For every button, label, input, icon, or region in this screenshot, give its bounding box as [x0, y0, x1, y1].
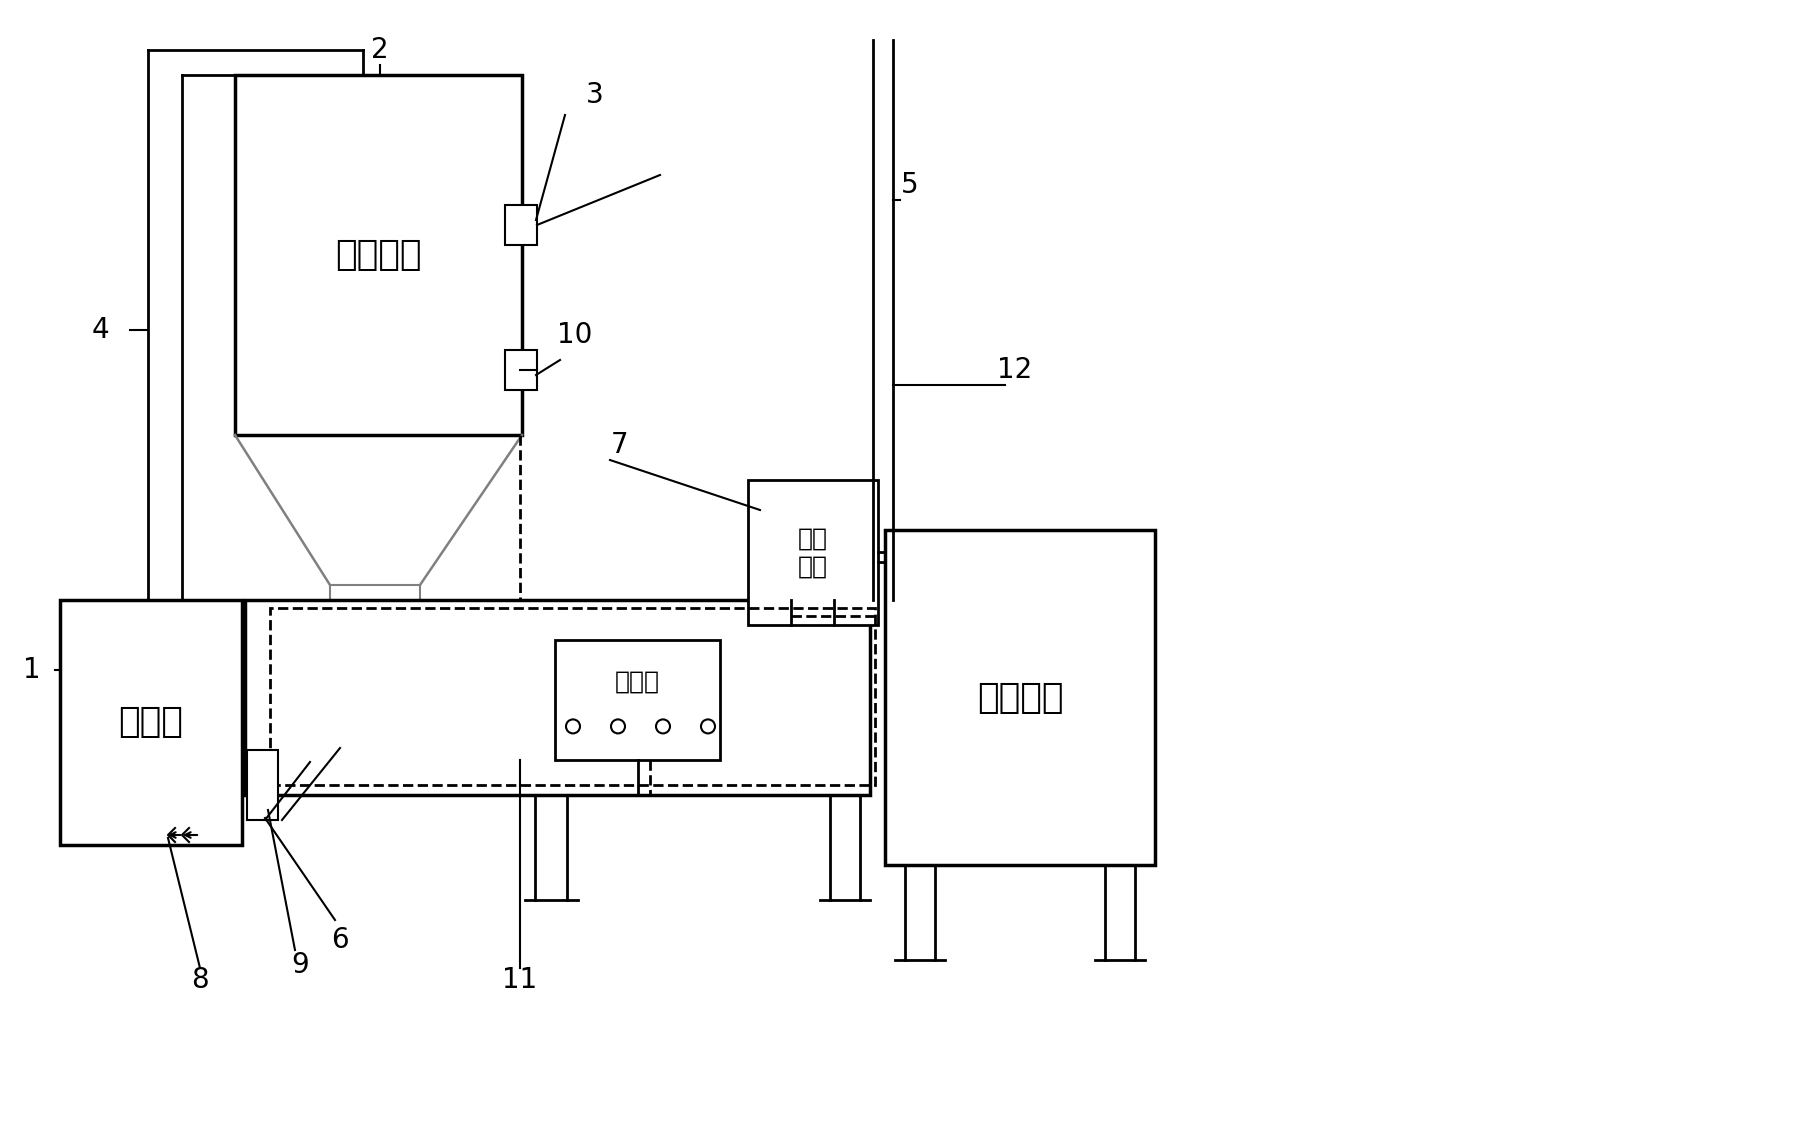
Text: 加高料仓: 加高料仓 — [336, 238, 422, 272]
Bar — [556, 639, 720, 760]
Bar — [505, 350, 538, 390]
Text: 5: 5 — [902, 171, 918, 199]
Bar — [60, 600, 242, 845]
Bar — [235, 75, 521, 435]
Text: 1: 1 — [23, 656, 41, 684]
Bar — [247, 750, 278, 820]
Bar — [886, 530, 1155, 864]
Text: 生产设备: 生产设备 — [976, 681, 1063, 714]
Bar — [271, 608, 875, 785]
Text: 11: 11 — [502, 965, 538, 994]
Text: 4: 4 — [92, 316, 108, 344]
Text: 2: 2 — [372, 36, 390, 64]
Text: 12: 12 — [998, 356, 1032, 383]
Bar — [749, 480, 879, 625]
Text: 控制
模块: 控制 模块 — [797, 527, 828, 579]
Text: 8: 8 — [191, 965, 209, 994]
Bar — [505, 205, 538, 245]
Text: 3: 3 — [586, 82, 604, 109]
Text: 9: 9 — [290, 951, 308, 979]
Text: 6: 6 — [332, 926, 348, 954]
Text: 控制屏: 控制屏 — [615, 670, 660, 695]
Bar — [330, 585, 420, 615]
Text: 原料仓: 原料仓 — [119, 706, 184, 739]
Text: 7: 7 — [612, 430, 630, 459]
Text: 10: 10 — [557, 321, 594, 349]
Bar — [245, 600, 870, 796]
